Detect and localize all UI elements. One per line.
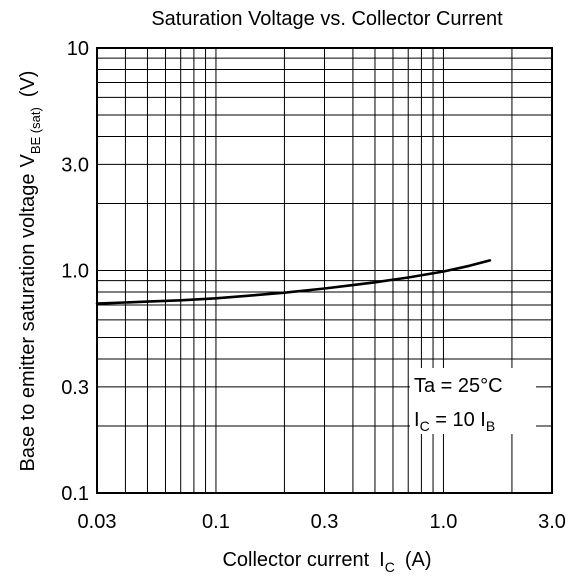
- x-axis-label-symbol: I: [379, 549, 385, 571]
- y-tick-label: 10: [67, 38, 89, 60]
- x-tick-label: 3.0: [538, 511, 566, 533]
- y-axis-label: Base to emitter saturation voltage VBE (s…: [17, 71, 43, 472]
- annotation-symbol-ic: I: [414, 409, 420, 431]
- x-tick-labels: 0.03 0.1 0.3 1.0 3.0: [78, 511, 566, 533]
- chart-title: Saturation Voltage vs. Collector Current: [151, 8, 503, 30]
- annotation-background: [410, 368, 536, 434]
- y-tick-label: 0.3: [61, 377, 89, 399]
- x-tick-label: 0.03: [78, 511, 117, 533]
- y-tick-labels: 0.1 0.3 1.0 3.0 10: [61, 38, 89, 505]
- y-tick-label: 1.0: [61, 261, 89, 283]
- x-tick-label: 0.1: [202, 511, 230, 533]
- y-axis-label-subscript: BE (sat): [28, 107, 43, 154]
- y-axis-label-symbol: V: [17, 154, 39, 168]
- x-axis-label: Collector current IC (A): [222, 549, 431, 575]
- x-tick-label: 1.0: [430, 511, 458, 533]
- series-line: [95, 259, 492, 305]
- annotation-ta: Ta = 25°C: [414, 375, 503, 397]
- y-tick-label: 3.0: [61, 154, 89, 176]
- y-axis-label-unit: (V): [17, 71, 39, 98]
- annotation-mid: = 10: [430, 409, 481, 431]
- annotation-sub-c: C: [420, 418, 430, 434]
- annotation-symbol-ib: I: [480, 409, 486, 431]
- y-axis-label-prefix: Base to emitter saturation voltage: [17, 174, 39, 472]
- x-axis-label-unit: (A): [405, 549, 432, 571]
- x-axis-label-subscript: C: [385, 559, 395, 575]
- annotation-condition: IC = 10 IB: [414, 409, 495, 434]
- y-tick-label: 0.1: [61, 483, 89, 505]
- annotation-sub-b: B: [486, 418, 495, 434]
- x-axis-label-prefix: Collector current: [222, 549, 369, 571]
- x-tick-label: 0.3: [311, 511, 339, 533]
- plot-frame: [96, 47, 553, 494]
